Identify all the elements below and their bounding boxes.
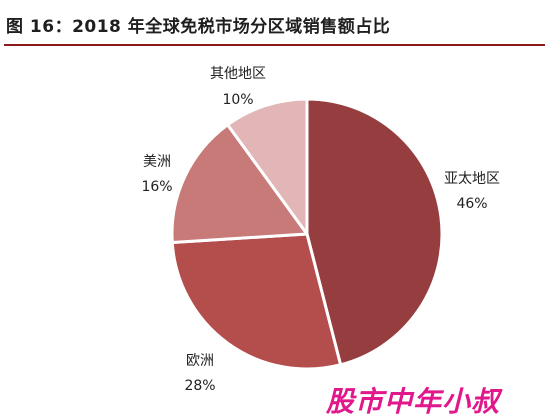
slice-value-4: 10% [222, 92, 253, 108]
pie-slice-2 [170, 232, 343, 371]
chart-title: 图 16：2018 年全球免税市场分区域销售额占比 [6, 17, 391, 37]
slice-label-1: 亚太地区 [444, 171, 500, 187]
pie-slice-1 [305, 97, 444, 367]
pie-slice-3 [170, 123, 309, 244]
slice-value-2: 28% [184, 378, 215, 394]
pie-slice-4 [226, 97, 309, 236]
slice-label-4: 其他地区 [210, 66, 266, 82]
pie-labels: 亚太地区 46% 欧洲 28% 美洲 16% 其他地区 10% [141, 66, 500, 394]
slice-value-3: 16% [141, 179, 172, 195]
slice-value-1: 46% [456, 196, 487, 212]
pie-slices [170, 97, 444, 371]
slice-label-2: 欧洲 [186, 353, 214, 369]
title-divider [4, 44, 545, 46]
watermark-text: 股市中年小叔 [326, 385, 501, 418]
slice-label-3: 美洲 [143, 154, 171, 170]
